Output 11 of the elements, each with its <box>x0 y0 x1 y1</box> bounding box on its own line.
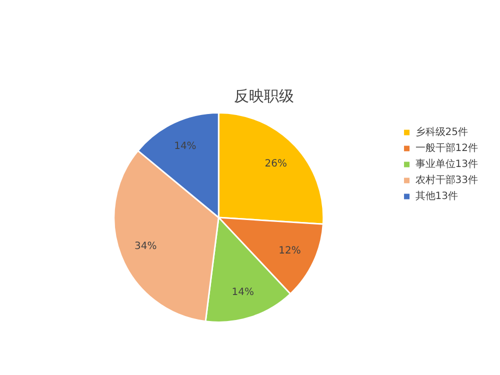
data-label: 14% <box>174 141 196 152</box>
legend-label: 事业单位13件 <box>415 158 478 170</box>
data-label: 12% <box>278 246 301 257</box>
legend-label: 农村干部33件 <box>415 174 478 186</box>
data-label: 14% <box>232 286 254 298</box>
legend-label: 乡科级25件 <box>415 126 468 138</box>
chart-title: 反映职级 <box>234 86 294 105</box>
data-label: 34% <box>134 241 157 252</box>
data-label: 26% <box>264 158 288 170</box>
legend-label: 一般干部12件 <box>415 142 478 154</box>
legend-label: 其他13件 <box>415 190 458 202</box>
